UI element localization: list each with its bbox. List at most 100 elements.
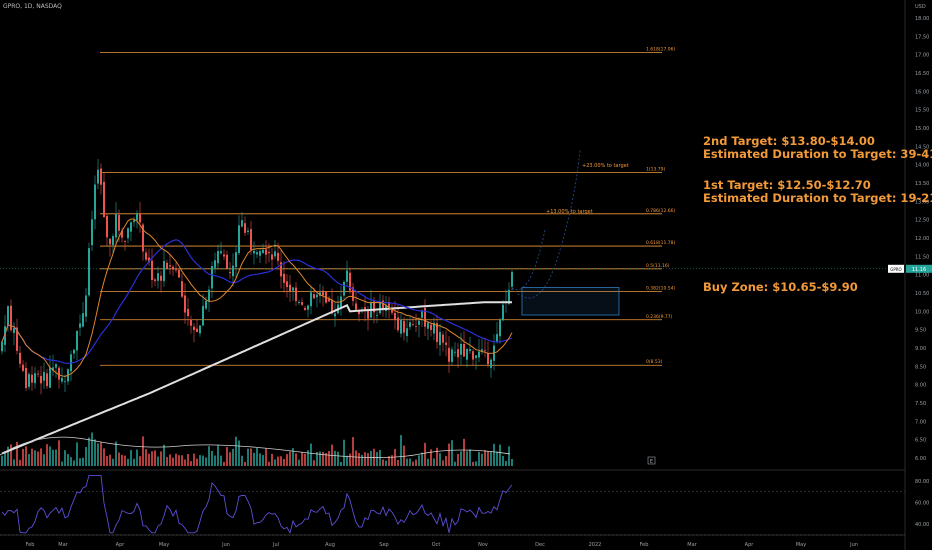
candle-body <box>412 324 414 325</box>
volume-bar <box>1 455 3 466</box>
volume-bar <box>304 453 306 466</box>
currency-label: USD <box>915 4 926 10</box>
candle-body <box>295 287 297 302</box>
volume-bar <box>91 432 93 466</box>
volume-bar <box>166 457 168 466</box>
candle-body <box>25 368 27 388</box>
time-axis-label: May <box>159 542 169 548</box>
volume-bar <box>298 459 300 466</box>
candle-body <box>358 310 360 315</box>
time-axis-label: 2022 <box>589 542 602 548</box>
candle-body <box>193 326 195 331</box>
volume-bar <box>457 453 459 466</box>
volume-bar <box>61 461 63 466</box>
candle-body <box>82 313 84 327</box>
price-tick-label: 16.00 <box>915 89 929 95</box>
candle-body <box>31 374 33 383</box>
volume-bar <box>181 455 183 466</box>
volume-bar <box>142 436 144 466</box>
candle-body <box>115 213 117 238</box>
volume-bar <box>58 440 60 466</box>
volume-bar <box>427 458 429 466</box>
candle-body <box>229 272 231 274</box>
candle-body <box>55 364 57 368</box>
volume-bar <box>100 442 102 466</box>
time-axis-label: Nov <box>478 542 488 548</box>
volume-bar <box>289 451 291 466</box>
candle-body <box>97 169 99 184</box>
volume-bar <box>10 444 12 466</box>
candle-body <box>319 292 321 296</box>
time-axis-label: Apr <box>116 542 126 548</box>
volume-bar <box>163 444 165 466</box>
volume-bar <box>472 461 474 466</box>
candle-body <box>475 355 477 359</box>
target2-duration-text: Estimated Duration to Target: 39-41d <box>703 147 932 161</box>
volume-bar <box>418 455 420 466</box>
volume-bar <box>253 452 255 466</box>
candle-body <box>301 302 303 305</box>
candle-body <box>481 349 483 352</box>
volume-bar <box>445 455 447 466</box>
candle-body <box>367 309 369 319</box>
volume-bar <box>319 451 321 466</box>
candle-body <box>58 367 60 380</box>
time-axis-label: Mar <box>58 542 68 548</box>
volume-bar <box>109 454 111 466</box>
price-tick-label: 17.00 <box>915 53 929 59</box>
candle-body <box>403 320 405 333</box>
candle-body <box>127 228 129 239</box>
candle-body <box>388 301 390 309</box>
volume-bar <box>358 453 360 466</box>
volume-bar <box>7 446 9 466</box>
fib-level-label: 0.5(11.16) <box>646 263 670 269</box>
volume-bar <box>430 449 432 466</box>
symbol-tag <box>888 264 904 273</box>
candle-body <box>88 248 90 296</box>
volume-bar <box>277 456 279 466</box>
volume-bar <box>124 455 126 466</box>
volume-bar <box>238 440 240 466</box>
volume-bar <box>364 452 366 466</box>
volume-bar <box>184 459 186 466</box>
volume-bar <box>37 451 39 466</box>
volume-bar <box>103 448 105 466</box>
candle-body <box>484 349 486 351</box>
candle-body <box>463 343 465 357</box>
price-tick-label: 8.00 <box>915 383 926 389</box>
candle-body <box>418 320 420 325</box>
volume-bar <box>4 451 6 466</box>
volume-bar <box>97 443 99 466</box>
candle-body <box>310 292 312 307</box>
buy-zone-annotation: Buy Zone: $10.65-$9.90 <box>703 280 858 294</box>
candle-body <box>199 325 201 334</box>
volume-bar <box>175 453 177 466</box>
volume-bar <box>235 436 237 466</box>
candle-body <box>442 334 444 343</box>
price-tick-label: 11.00 <box>915 273 929 279</box>
candle-body <box>415 326 417 327</box>
volume-bar <box>133 458 135 466</box>
volume-bar <box>34 450 36 466</box>
candle-body <box>43 372 45 381</box>
moving-average-50 <box>1 239 513 365</box>
candle-body <box>241 220 243 227</box>
volume-bar <box>229 452 231 466</box>
volume-bar <box>148 453 150 466</box>
volume-bar <box>52 449 54 466</box>
candle-body <box>379 302 381 314</box>
volume-bar <box>484 450 486 466</box>
candle-body <box>28 374 30 387</box>
volume-bar <box>268 461 270 466</box>
candle-body <box>184 295 186 313</box>
volume-bar <box>454 461 456 466</box>
price-tick-label: 18.00 <box>915 16 929 22</box>
volume-bar <box>466 451 468 466</box>
candle-body <box>232 265 234 277</box>
volume-bar <box>76 442 78 466</box>
price-tick-label: 14.50 <box>915 144 929 150</box>
volume-bar <box>22 449 24 466</box>
time-axis-label: Mar <box>687 542 697 548</box>
volume-bar <box>370 450 372 466</box>
